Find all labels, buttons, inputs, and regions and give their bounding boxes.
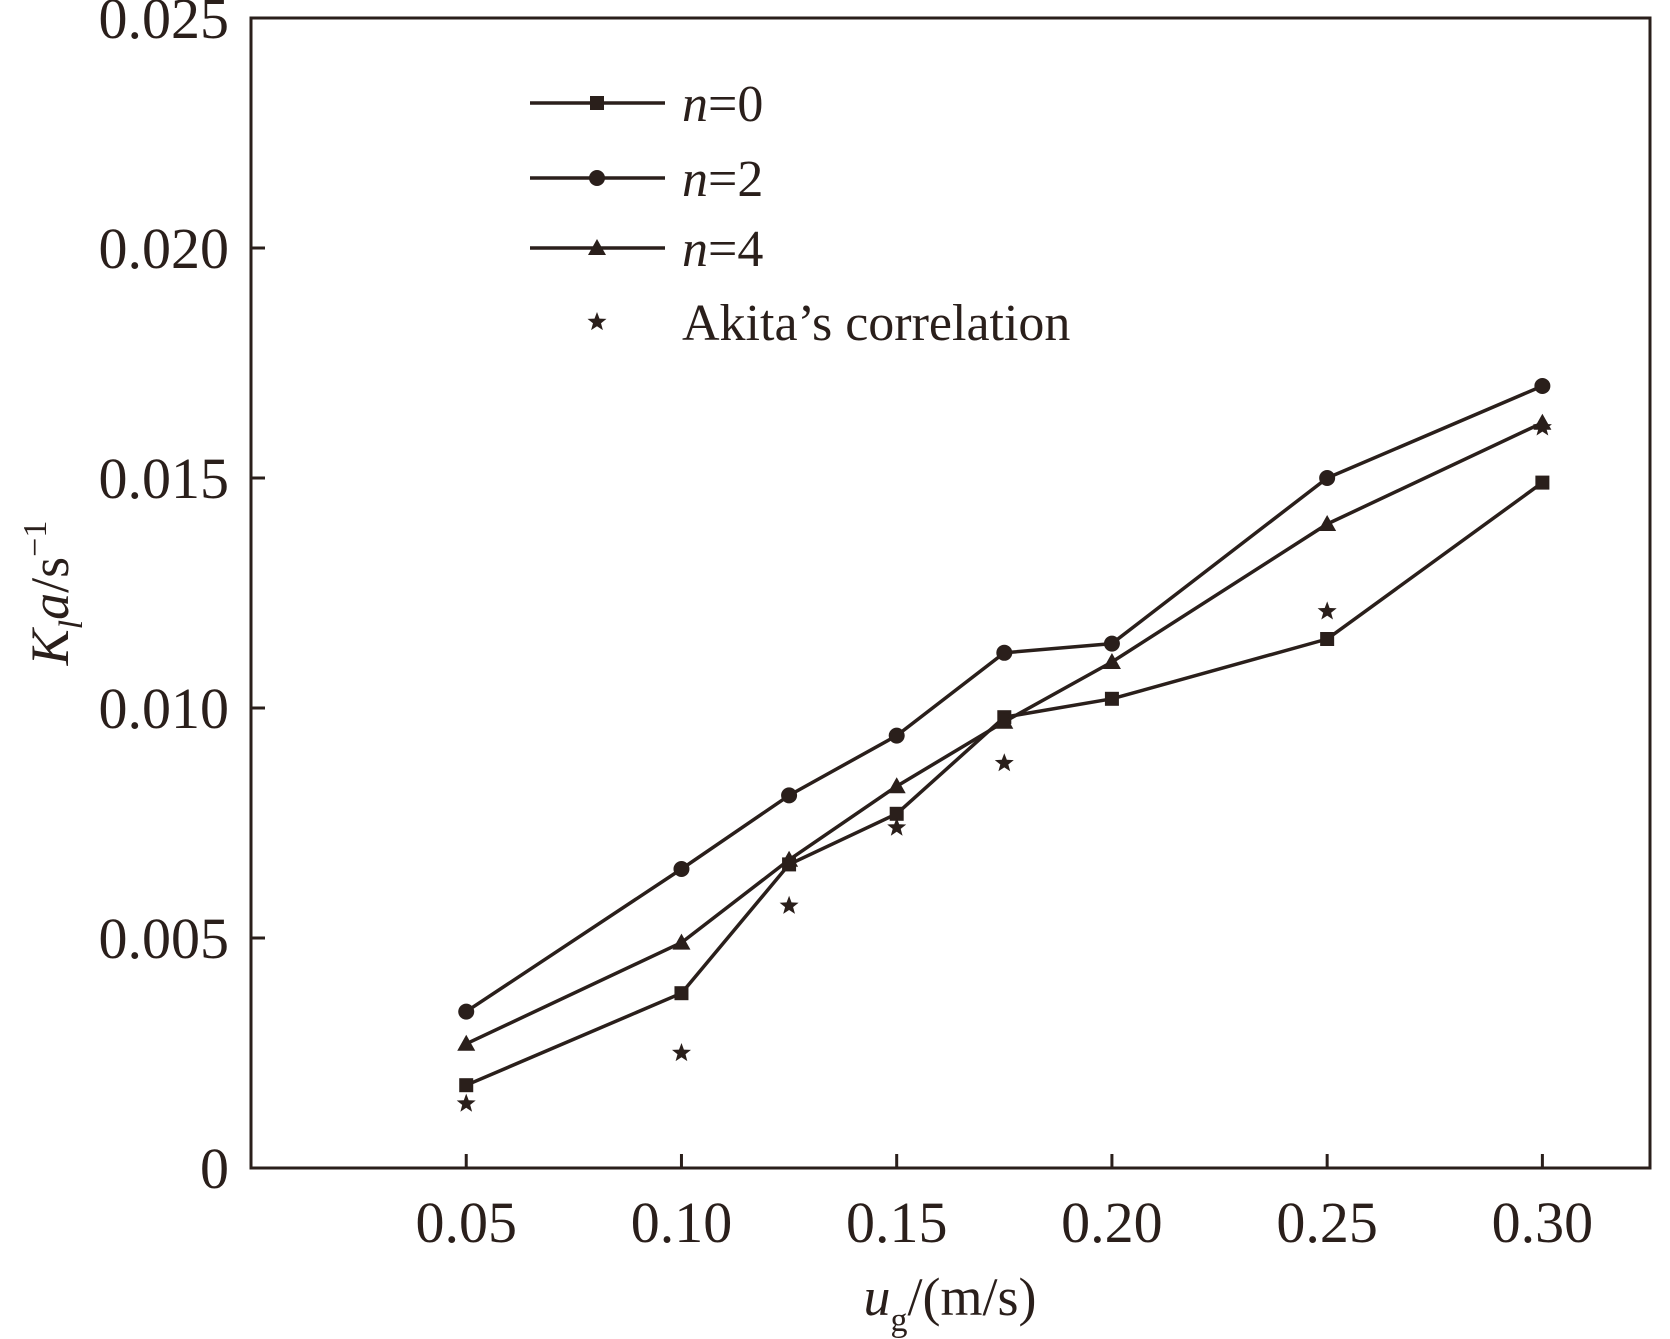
series-0: [459, 475, 1550, 1093]
data-point-star: [1317, 601, 1337, 620]
x-tick-label: 0.25: [1276, 1190, 1378, 1255]
legend-label: n=4: [682, 221, 763, 278]
data-point-star: [779, 895, 799, 914]
series-line: [465, 421, 1544, 1046]
y-tick-label: 0.005: [99, 906, 230, 971]
data-point-square: [889, 806, 904, 821]
series-1: [458, 378, 1551, 1020]
legend-item-0: n=0: [530, 76, 763, 133]
data-point-triangle: [672, 933, 691, 950]
legend-label-var: n: [682, 76, 708, 133]
legend-item-3: Akita’s correlation: [587, 295, 1070, 352]
legend-marker-star: [587, 312, 607, 331]
x-tick-label: 0.20: [1061, 1190, 1163, 1255]
y-tick-label: 0.010: [99, 676, 230, 741]
data-point-star: [994, 753, 1014, 772]
data-point-star: [887, 817, 907, 836]
data-point-triangle: [1102, 653, 1121, 669]
x-tick-label: 0.10: [631, 1190, 733, 1255]
x-tick-label: 0.30: [1492, 1190, 1594, 1255]
legend-label-var: n: [682, 221, 708, 278]
legend-label-rest: =0: [708, 76, 763, 133]
data-point-circle: [888, 727, 905, 744]
data-point-circle: [1534, 378, 1551, 394]
legend-label-rest: =2: [708, 151, 763, 208]
legend-marker-circle: [589, 170, 605, 186]
legend-item-1: n=2: [530, 151, 763, 208]
data-point-circle: [781, 787, 798, 804]
y-axis-title: Kla/s−1: [17, 521, 90, 667]
data-point-triangle: [1318, 515, 1337, 531]
x-tick-label: 0.15: [846, 1190, 948, 1255]
data-point-circle: [1103, 635, 1120, 652]
data-point-circle: [458, 1003, 475, 1020]
data-point-circle: [673, 861, 690, 877]
data-point-square: [1320, 632, 1335, 646]
data-point-triangle: [457, 1034, 476, 1051]
x-tick-label: 0.05: [415, 1190, 517, 1255]
data-point-circle: [1319, 470, 1336, 486]
data-point-triangle: [995, 712, 1014, 729]
series-line: [465, 384, 1544, 1014]
plot-frame: [249, 16, 1652, 1170]
ticks: 0.05 0.10 0.15 0.20 0.25 0.30 0 0.005 0.010 0.015…: [99, 0, 1594, 1255]
data-point-star: [672, 1043, 691, 1062]
legend-label-rest: Akita’s correlation: [682, 295, 1070, 352]
data-point-square: [674, 986, 689, 1001]
y-tick-label: 0.020: [99, 216, 230, 281]
data-point-square: [1104, 691, 1119, 706]
data-point-square: [459, 1078, 474, 1093]
y-tick-label: 0.025: [99, 0, 230, 51]
data-point-star: [456, 1093, 476, 1112]
series-group: [456, 378, 1552, 1112]
legend-marker-triangle: [588, 239, 606, 255]
legend-label: n=2: [682, 151, 763, 208]
data-point-triangle: [780, 850, 799, 867]
legend-label: Akita’s correlation: [682, 295, 1070, 352]
y-tick-label: 0: [200, 1136, 229, 1201]
x-axis-title: ug/(m/s): [864, 1267, 1037, 1339]
series-2: [457, 413, 1552, 1051]
data-point-triangle: [887, 777, 906, 794]
series-3: [456, 417, 1552, 1112]
legend-item-2: n=4: [530, 221, 763, 278]
data-point-star: [1532, 417, 1552, 436]
legend-label-var: n: [682, 151, 708, 208]
legend-label: n=0: [682, 76, 763, 133]
legend-marker-square: [590, 96, 604, 110]
data-point-square: [1535, 475, 1550, 490]
series-line: [465, 481, 1544, 1087]
legend-label-rest: =4: [708, 221, 763, 278]
y-tick-label: 0.015: [99, 446, 230, 511]
data-point-circle: [996, 644, 1013, 661]
